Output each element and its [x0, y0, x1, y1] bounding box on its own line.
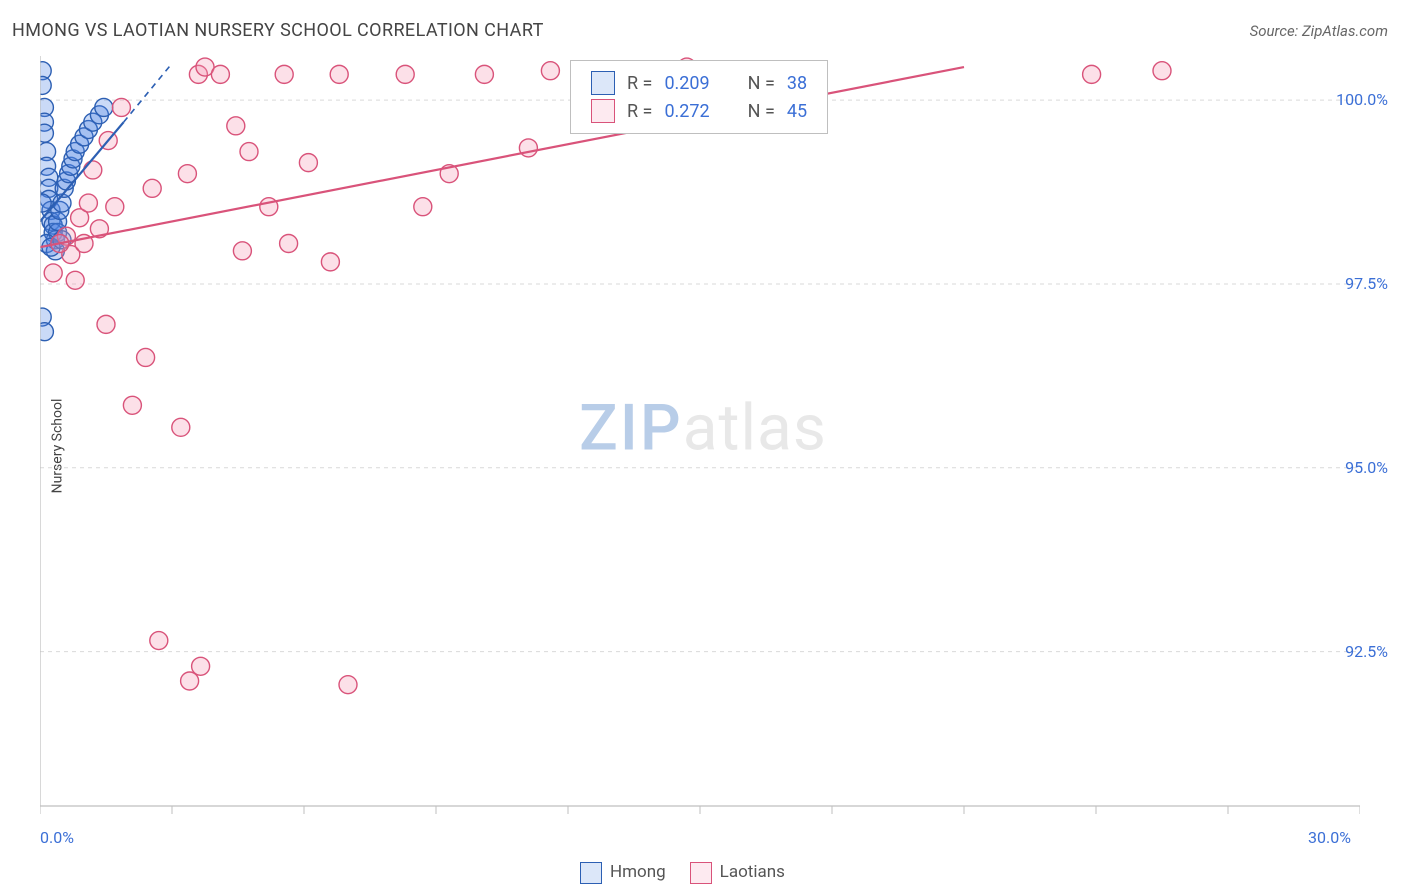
legend-swatch	[690, 862, 712, 884]
scatter-point	[1083, 65, 1101, 83]
scatter-point	[1153, 62, 1171, 80]
x-tick-label: 30.0%	[1308, 828, 1351, 847]
scatter-point	[541, 62, 559, 80]
scatter-point	[240, 143, 258, 161]
scatter-point	[106, 198, 124, 216]
scatter-point	[40, 76, 51, 94]
stats-R-value: 0.272	[658, 97, 715, 125]
scatter-point	[339, 676, 357, 694]
trendline-extension	[124, 63, 172, 122]
scatter-point	[123, 396, 141, 414]
stats-row-laotians: R =0.272 N =45	[585, 97, 813, 125]
scatter-point	[299, 154, 317, 172]
scatter-point	[66, 271, 84, 289]
stats-N-value: 45	[781, 97, 813, 125]
stats-legend-box: R =0.209 N =38 R =0.272 N =45	[570, 60, 828, 134]
stats-N-label: N =	[742, 97, 781, 125]
x-tick-label: 0.0%	[40, 828, 74, 847]
scatter-point	[84, 161, 102, 179]
scatter-point	[192, 657, 210, 675]
bottom-legend: Hmong Laotians	[580, 862, 809, 884]
source-attribution: Source: ZipAtlas.com	[1250, 22, 1388, 40]
stats-row-hmong: R =0.209 N =38	[585, 69, 813, 97]
legend-swatch	[591, 99, 615, 123]
y-tick-label: 95.0%	[1345, 458, 1388, 477]
scatter-point	[275, 65, 293, 83]
legend-swatch	[591, 71, 615, 95]
scatter-point	[178, 165, 196, 183]
scatter-point	[280, 235, 298, 253]
y-tick-label: 100.0%	[1336, 90, 1388, 109]
legend-swatch	[580, 862, 602, 884]
scatter-point	[112, 98, 130, 116]
legend-item: Hmong	[580, 862, 666, 882]
y-tick-label: 97.5%	[1345, 274, 1388, 293]
scatter-point	[414, 198, 432, 216]
stats-R-label: R =	[621, 69, 658, 97]
scatter-plot	[40, 56, 1360, 826]
scatter-point	[321, 253, 339, 271]
legend-item: Laotians	[690, 862, 785, 882]
scatter-point	[396, 65, 414, 83]
scatter-point	[40, 323, 53, 341]
chart-title: HMONG VS LAOTIAN NURSERY SCHOOL CORRELAT…	[12, 20, 544, 41]
scatter-point	[137, 348, 155, 366]
scatter-point	[44, 264, 62, 282]
scatter-point	[40, 124, 53, 142]
scatter-point	[150, 632, 168, 650]
stats-N-label: N =	[742, 69, 781, 97]
scatter-point	[211, 65, 229, 83]
scatter-point	[97, 315, 115, 333]
stats-N-value: 38	[781, 69, 813, 97]
y-tick-label: 92.5%	[1345, 642, 1388, 661]
scatter-point	[330, 65, 348, 83]
legend-label: Laotians	[720, 862, 785, 882]
scatter-point	[227, 117, 245, 135]
legend-label: Hmong	[610, 862, 666, 882]
scatter-point	[79, 194, 97, 212]
scatter-point	[143, 179, 161, 197]
scatter-point	[172, 418, 190, 436]
stats-table: R =0.209 N =38 R =0.272 N =45	[585, 69, 813, 125]
stats-R-label: R =	[621, 97, 658, 125]
scatter-point	[95, 98, 113, 116]
stats-R-value: 0.209	[658, 69, 715, 97]
scatter-point	[233, 242, 251, 260]
scatter-point	[475, 65, 493, 83]
